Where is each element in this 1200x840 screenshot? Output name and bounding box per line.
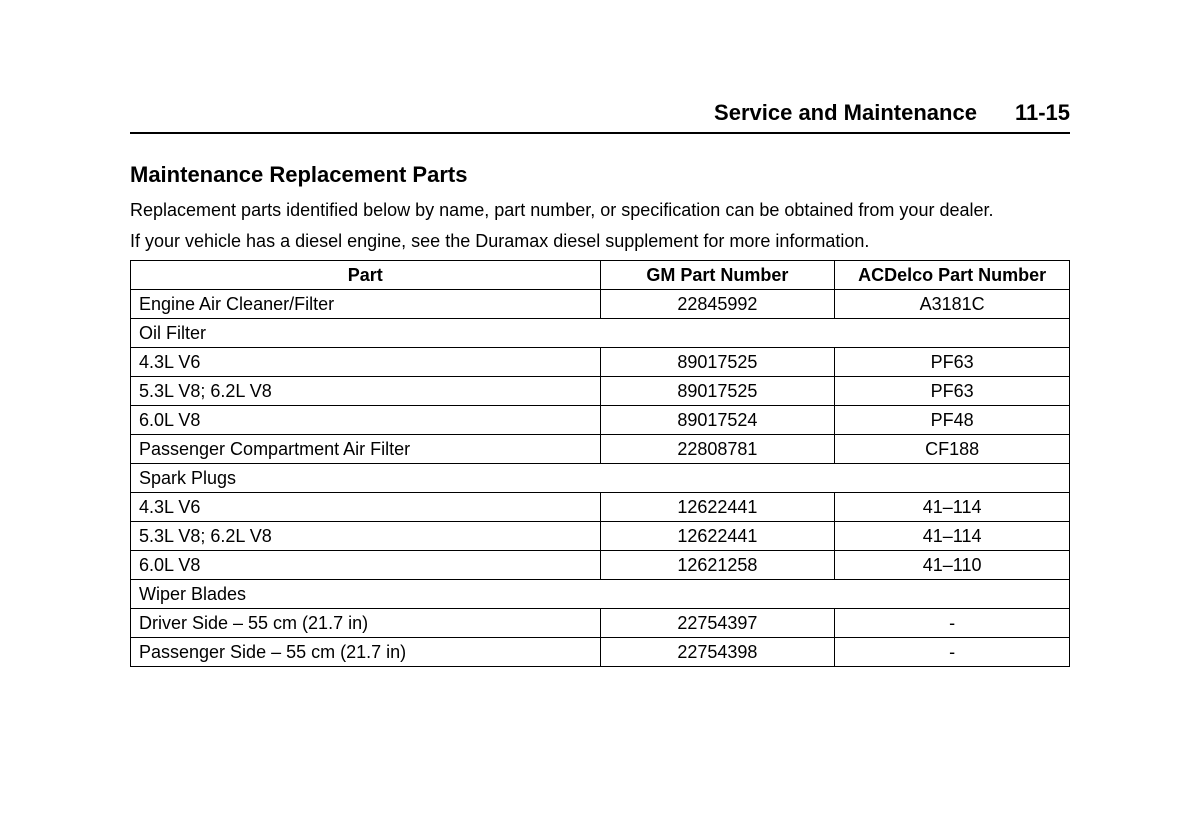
table-row: 6.0L V889017524PF48 — [131, 406, 1070, 435]
part-name-cell: Passenger Side – 55 cm (21.7 in) — [131, 638, 601, 667]
gm-part-cell: 12622441 — [600, 493, 835, 522]
table-row: 6.0L V81262125841–110 — [131, 551, 1070, 580]
part-name-cell: Passenger Compartment Air Filter — [131, 435, 601, 464]
part-name-cell: 6.0L V8 — [131, 551, 601, 580]
acdelco-part-cell: PF63 — [835, 377, 1070, 406]
part-name-cell: 5.3L V8; 6.2L V8 — [131, 522, 601, 551]
table-row: Wiper Blades — [131, 580, 1070, 609]
page-header: Service and Maintenance 11-15 — [130, 100, 1070, 134]
acdelco-part-cell: A3181C — [835, 290, 1070, 319]
gm-part-cell: 12622441 — [600, 522, 835, 551]
table-row: Oil Filter — [131, 319, 1070, 348]
gm-part-cell: 22845992 — [600, 290, 835, 319]
table-row: Passenger Compartment Air Filter22808781… — [131, 435, 1070, 464]
gm-part-cell: 12621258 — [600, 551, 835, 580]
part-name-cell: 4.3L V6 — [131, 348, 601, 377]
table-row: 4.3L V61262244141–114 — [131, 493, 1070, 522]
table-row: 5.3L V8; 6.2L V889017525PF63 — [131, 377, 1070, 406]
part-name-cell: 6.0L V8 — [131, 406, 601, 435]
acdelco-part-cell: 41–110 — [835, 551, 1070, 580]
section-title: Maintenance Replacement Parts — [130, 162, 1070, 188]
table-header-row: Part GM Part Number ACDelco Part Number — [131, 261, 1070, 290]
part-name-cell: 5.3L V8; 6.2L V8 — [131, 377, 601, 406]
col-header-part: Part — [131, 261, 601, 290]
acdelco-part-cell: 41–114 — [835, 522, 1070, 551]
acdelco-part-cell: PF48 — [835, 406, 1070, 435]
gm-part-cell: 89017524 — [600, 406, 835, 435]
part-name-cell: Engine Air Cleaner/Filter — [131, 290, 601, 319]
table-row: 5.3L V8; 6.2L V81262244141–114 — [131, 522, 1070, 551]
header-title: Service and Maintenance — [714, 100, 977, 126]
group-header-cell: Spark Plugs — [131, 464, 1070, 493]
acdelco-part-cell: - — [835, 609, 1070, 638]
gm-part-cell: 89017525 — [600, 377, 835, 406]
gm-part-cell: 22754397 — [600, 609, 835, 638]
table-row: Engine Air Cleaner/Filter22845992A3181C — [131, 290, 1070, 319]
table-row: Spark Plugs — [131, 464, 1070, 493]
acdelco-part-cell: 41–114 — [835, 493, 1070, 522]
intro-line-1: Replacement parts identified below by na… — [130, 198, 1070, 223]
acdelco-part-cell: CF188 — [835, 435, 1070, 464]
group-header-cell: Oil Filter — [131, 319, 1070, 348]
table-row: Passenger Side – 55 cm (21.7 in)22754398… — [131, 638, 1070, 667]
header-page-number: 11-15 — [1015, 100, 1070, 126]
col-header-ac: ACDelco Part Number — [835, 261, 1070, 290]
intro-line-2: If your vehicle has a diesel engine, see… — [130, 229, 1070, 254]
parts-table: Part GM Part Number ACDelco Part Number … — [130, 260, 1070, 667]
gm-part-cell: 22754398 — [600, 638, 835, 667]
gm-part-cell: 89017525 — [600, 348, 835, 377]
col-header-gm: GM Part Number — [600, 261, 835, 290]
gm-part-cell: 22808781 — [600, 435, 835, 464]
table-row: Driver Side – 55 cm (21.7 in)22754397- — [131, 609, 1070, 638]
group-header-cell: Wiper Blades — [131, 580, 1070, 609]
acdelco-part-cell: - — [835, 638, 1070, 667]
page-container: Service and Maintenance 11-15 Maintenanc… — [0, 0, 1200, 667]
table-body: Engine Air Cleaner/Filter22845992A3181CO… — [131, 290, 1070, 667]
part-name-cell: 4.3L V6 — [131, 493, 601, 522]
acdelco-part-cell: PF63 — [835, 348, 1070, 377]
part-name-cell: Driver Side – 55 cm (21.7 in) — [131, 609, 601, 638]
table-row: 4.3L V689017525PF63 — [131, 348, 1070, 377]
